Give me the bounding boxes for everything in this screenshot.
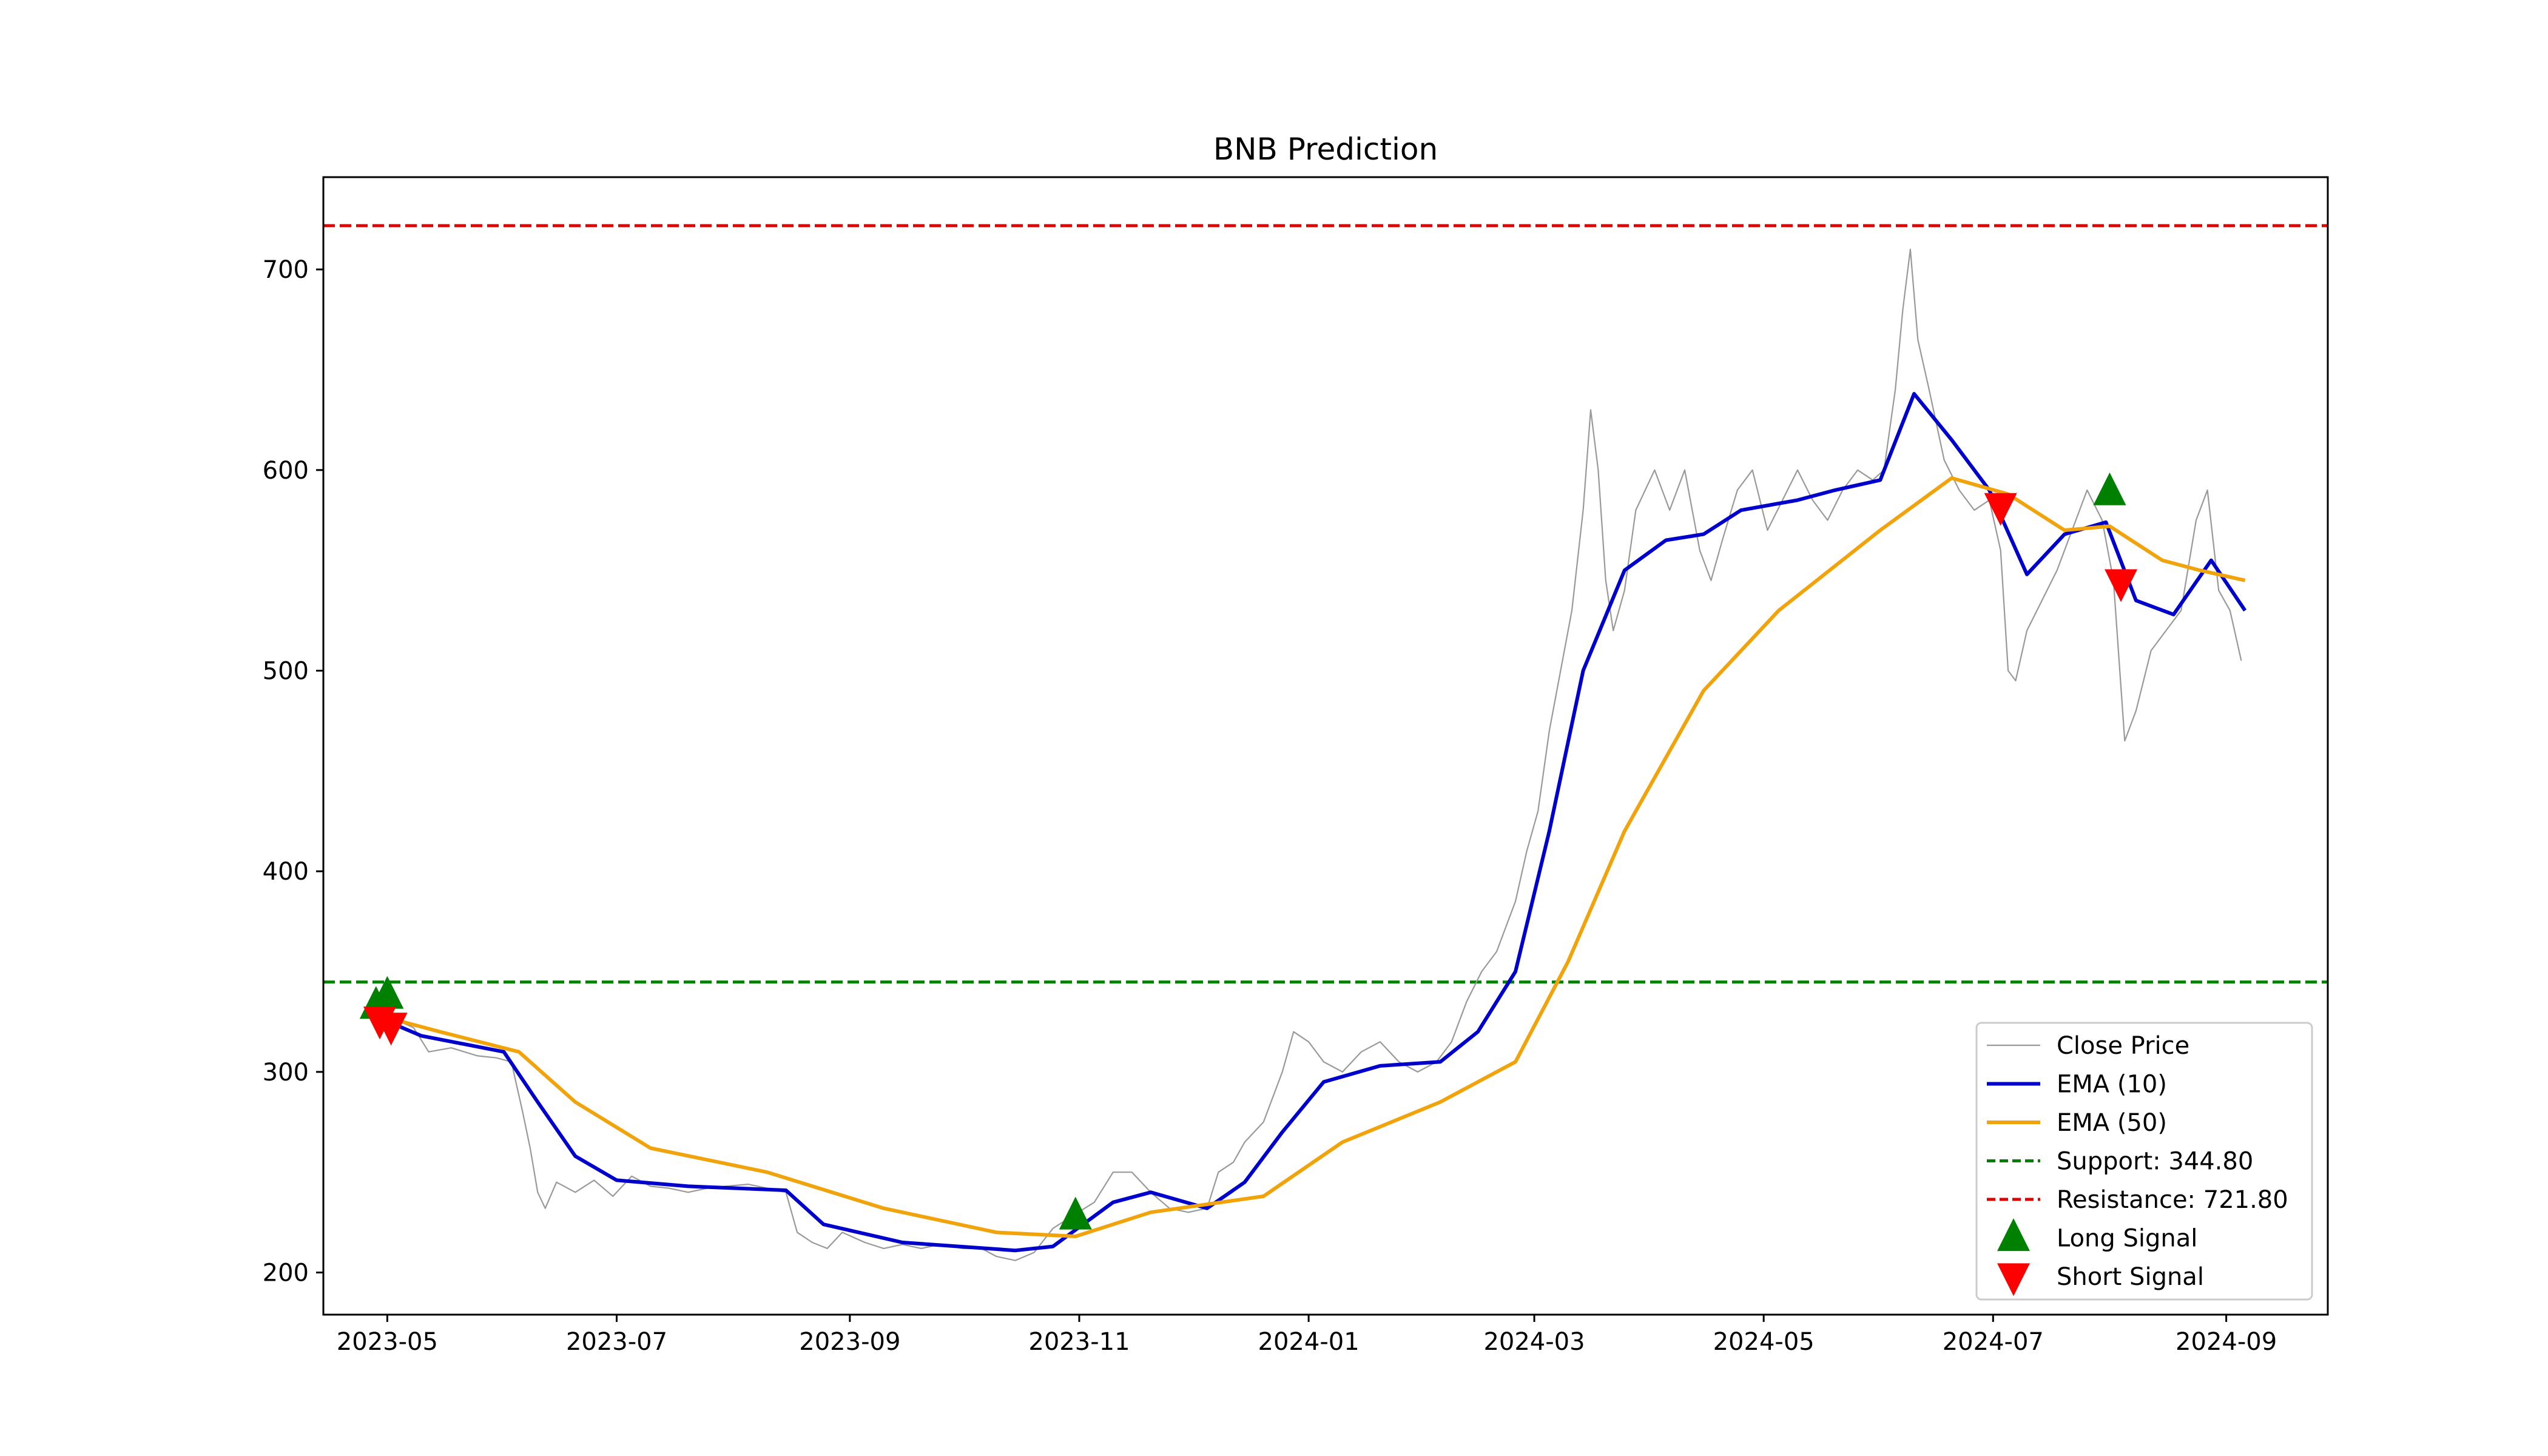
y-tick-label: 500 — [263, 657, 309, 685]
chart-title: BNB Prediction — [1213, 132, 1438, 167]
y-tick-label: 200 — [263, 1259, 309, 1287]
legend-ema-10-label: EMA (10) — [2057, 1071, 2167, 1099]
legend-ema-50-label: EMA (50) — [2057, 1109, 2167, 1137]
plot-frame — [322, 176, 2329, 1316]
legend-long-signal-swatch — [1997, 1218, 2030, 1252]
y-tick-label: 600 — [263, 457, 309, 485]
x-tick-label: 2023-05 — [337, 1328, 438, 1356]
short-signal-marker — [2105, 569, 2138, 602]
legend-support-label: Support: 344.80 — [2057, 1148, 2253, 1176]
long-signal-marker — [1059, 1196, 1092, 1230]
x-axis: 2023-05 2023-07 2023-09 2023-11 2024-01 2024-… — [337, 1315, 2277, 1356]
plot-area — [322, 176, 2329, 1316]
legend-box — [1975, 1022, 2313, 1301]
legend-short-signal-label: Short Signal — [2057, 1263, 2204, 1291]
legend-short-signal-swatch — [1997, 1263, 2030, 1296]
x-tick-label: 2024-03 — [1483, 1328, 1585, 1356]
x-tick-label: 2023-09 — [799, 1328, 900, 1356]
y-tick-label: 300 — [263, 1059, 309, 1087]
x-tick-label: 2024-05 — [1713, 1328, 1815, 1356]
series-group — [323, 224, 2328, 1261]
long-signal-marker — [2093, 472, 2126, 505]
short-signal-marker — [1984, 493, 2017, 526]
x-tick-label: 2023-07 — [566, 1328, 667, 1356]
y-axis: 200 300 400 500 600 700 — [263, 256, 323, 1287]
x-tick-label: 2024-07 — [1943, 1328, 2044, 1356]
x-tick-label: 2024-09 — [2176, 1328, 2277, 1356]
legend: Close Price EMA (10) EMA (50) Support: 344.… — [1975, 1022, 2313, 1301]
ema-50-line — [364, 476, 2246, 1238]
x-tick-label: 2023-11 — [1028, 1328, 1130, 1356]
x-tick-label: 2024-01 — [1258, 1328, 1360, 1356]
legend-long-signal-label: Long Signal — [2057, 1225, 2197, 1253]
y-tick-label: 700 — [263, 256, 309, 284]
legend-close-price-label: Close Price — [2057, 1032, 2189, 1060]
short-signal-marker — [374, 1013, 408, 1046]
long-signal-marker — [371, 976, 404, 1009]
legend-resistance-label: Resistance: 721.80 — [2057, 1186, 2288, 1214]
y-tick-label: 400 — [263, 858, 309, 886]
